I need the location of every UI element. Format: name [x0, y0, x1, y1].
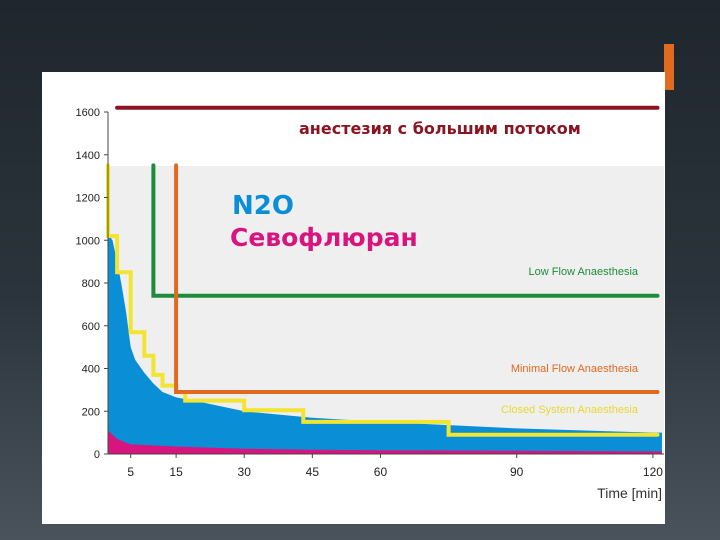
area-series-1: [108, 430, 662, 454]
y-tick-label: 1400: [76, 150, 100, 162]
y-tick-label: 800: [82, 278, 100, 290]
annotation-n2o: N2O: [232, 191, 294, 221]
x-tick-label: 90: [510, 465, 524, 479]
step-line-2: [106, 163, 660, 437]
y-tick-label: 1600: [76, 107, 100, 119]
x-tick-label: 45: [306, 465, 320, 479]
accent-bar: [664, 44, 674, 90]
annotation-minimal-flow: Minimal Flow Anaesthesia: [511, 363, 639, 375]
y-tick-label: 200: [82, 406, 100, 418]
annotation-closed-system: Closed System Anaesthesia: [501, 404, 639, 416]
annotation-high-flow: анестезия с большим потоком: [299, 119, 581, 138]
x-tick-label: 30: [238, 465, 252, 479]
x-axis-label: Time [min]: [597, 485, 662, 501]
y-tick-label: 400: [82, 364, 100, 376]
step-line-3: [151, 163, 660, 298]
x-tick-label: 5: [127, 465, 134, 479]
x-tick-label: 120: [643, 465, 663, 479]
y-tick-label: 0: [94, 449, 100, 461]
annotation-low-flow: Low Flow Anaesthesia: [529, 266, 639, 278]
y-tick-label: 600: [82, 321, 100, 333]
y-tick-label: 1000: [76, 235, 100, 247]
step-line-4: [174, 163, 660, 394]
chart-slide: 0 200 400 600 800 1000 1200 1400 1600 5 15 30 45 60 9…: [42, 72, 665, 524]
area-series-0: [108, 233, 662, 454]
x-tick-label: 60: [374, 465, 388, 479]
annotation-sevo: Севофлюран: [230, 223, 418, 252]
area-chart: 0 200 400 600 800 1000 1200 1400 1600 5 15 30 45 60 9…: [76, 105, 664, 501]
y-tick-label: 1200: [76, 193, 100, 205]
x-tick-label: 15: [169, 465, 183, 479]
